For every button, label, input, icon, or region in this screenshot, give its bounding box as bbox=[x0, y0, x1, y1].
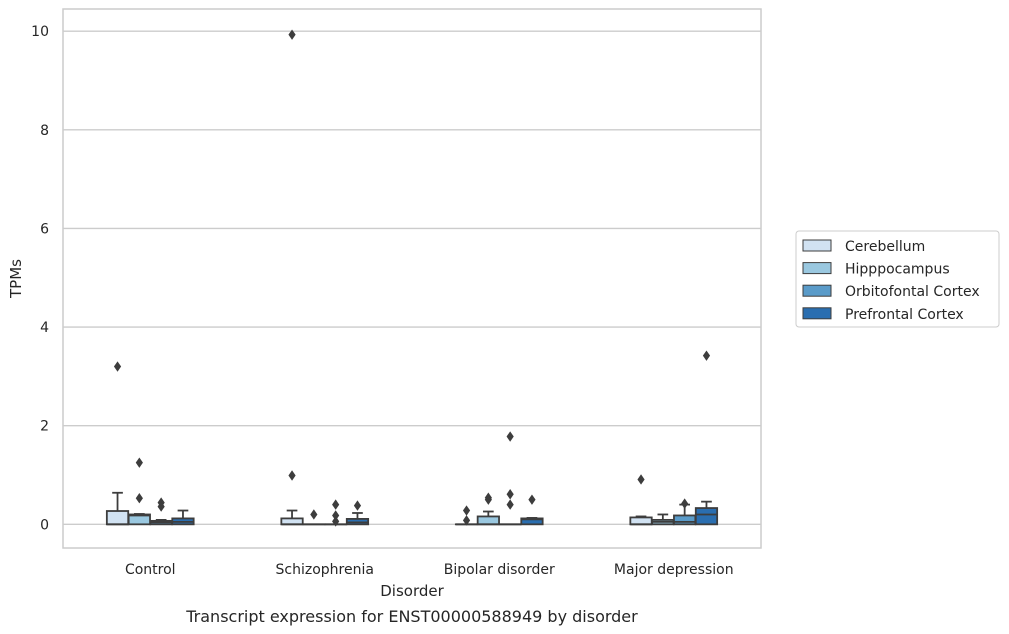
outlier-point bbox=[506, 499, 514, 510]
legend-label: Hipppocampus bbox=[845, 262, 950, 278]
box-1-3 bbox=[651, 513, 675, 526]
box-0-0 bbox=[105, 361, 130, 526]
outlier-point bbox=[288, 470, 296, 481]
box-body bbox=[629, 516, 653, 526]
box-0-2 bbox=[454, 505, 479, 526]
legend-label: Prefrontal Cortex bbox=[845, 307, 964, 323]
outlier-point bbox=[135, 492, 143, 504]
x-tick-label: Control bbox=[125, 562, 176, 578]
outlier-point bbox=[462, 505, 471, 516]
x-tick-label: Bipolar disorder bbox=[444, 562, 555, 578]
legend-label: Cerebellum bbox=[845, 239, 925, 255]
box-body bbox=[127, 513, 151, 526]
x-axis-label: Disorder bbox=[380, 582, 444, 600]
y-axis-label: TPMs bbox=[7, 259, 25, 299]
legend-swatch bbox=[802, 284, 832, 297]
outlier-point bbox=[506, 489, 514, 500]
outlier-point bbox=[353, 500, 362, 511]
y-tick-label: 0 bbox=[40, 517, 49, 533]
box-2-0 bbox=[149, 497, 173, 526]
outlier-point bbox=[637, 474, 645, 485]
legend-swatch bbox=[802, 262, 832, 275]
box-2-2 bbox=[498, 431, 522, 526]
outlier-point bbox=[157, 501, 165, 512]
y-tick-label: 10 bbox=[31, 24, 49, 40]
boxes bbox=[105, 29, 719, 527]
box-2-1 bbox=[324, 499, 348, 527]
y-tick-label: 2 bbox=[40, 419, 49, 435]
outlier-point bbox=[288, 29, 296, 40]
outlier-point bbox=[310, 509, 318, 520]
box-1-0 bbox=[127, 457, 151, 526]
y-tick-label: 4 bbox=[40, 320, 49, 336]
box-body bbox=[673, 514, 697, 526]
plot-frame bbox=[62, 8, 762, 549]
outlier-point bbox=[332, 516, 340, 527]
outlier-point bbox=[113, 361, 122, 372]
box-3-0 bbox=[171, 509, 195, 526]
gridlines bbox=[63, 30, 761, 525]
outlier-point bbox=[506, 431, 514, 442]
box-body bbox=[520, 517, 544, 526]
legend-swatch bbox=[802, 307, 832, 320]
outlier-point bbox=[462, 515, 471, 526]
y-tick-label: 8 bbox=[40, 123, 49, 139]
box-2-3 bbox=[673, 498, 697, 526]
box-3-3 bbox=[694, 350, 719, 526]
box-0-3 bbox=[629, 474, 653, 526]
legend: Cerebellum Hipppocampus Orbitofontal Corte… bbox=[795, 230, 1000, 328]
box-body bbox=[694, 507, 719, 526]
y-tick-label: 6 bbox=[40, 221, 49, 237]
box-3-2 bbox=[520, 494, 544, 526]
legend-swatch bbox=[802, 239, 832, 252]
outlier-point bbox=[702, 350, 711, 361]
legend-frame bbox=[795, 230, 1000, 328]
box-1-1 bbox=[302, 509, 326, 526]
y-tick-labels: 0 2 4 6 8 10 bbox=[31, 24, 49, 533]
outlier-point bbox=[332, 499, 340, 510]
box-0-1 bbox=[280, 29, 304, 526]
x-tick-label: Schizophrenia bbox=[276, 562, 374, 578]
outlier-point bbox=[681, 498, 689, 509]
outlier-point bbox=[135, 457, 143, 468]
x-tick-labels: Control Schizophrenia Bipolar disorder Majo… bbox=[125, 562, 734, 578]
chart-caption: Transcript expression for ENST0000058894… bbox=[185, 607, 638, 626]
legend-label: Orbitofontal Cortex bbox=[845, 284, 980, 300]
outlier-point bbox=[332, 510, 340, 521]
box-1-2 bbox=[476, 492, 500, 526]
outlier-point bbox=[484, 494, 492, 505]
outlier-point bbox=[528, 494, 536, 505]
box-3-1 bbox=[345, 500, 370, 526]
x-tick-label: Major depression bbox=[614, 562, 734, 578]
box-body bbox=[105, 510, 130, 526]
box-body bbox=[476, 515, 500, 526]
